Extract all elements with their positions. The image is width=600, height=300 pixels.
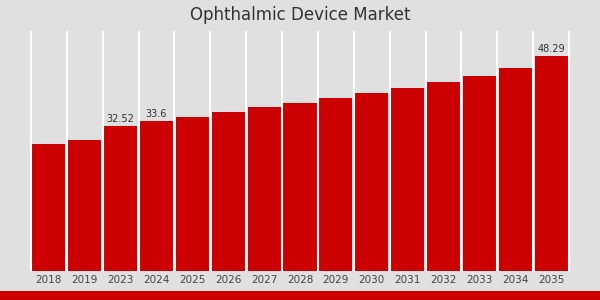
Bar: [427, 82, 460, 271]
Bar: [463, 76, 496, 271]
Bar: [176, 117, 209, 271]
Text: 48.29: 48.29: [538, 44, 565, 54]
Text: 32.52: 32.52: [107, 114, 134, 124]
Bar: [212, 112, 245, 271]
Bar: [319, 98, 352, 271]
Bar: [140, 121, 173, 271]
Bar: [535, 56, 568, 271]
Bar: [32, 144, 65, 271]
Bar: [391, 88, 424, 271]
Bar: [355, 93, 388, 271]
Bar: [283, 103, 317, 271]
Bar: [68, 140, 101, 271]
Bar: [499, 68, 532, 271]
Text: 33.6: 33.6: [146, 109, 167, 119]
Title: Ophthalmic Device Market: Ophthalmic Device Market: [190, 6, 410, 24]
Bar: [248, 107, 281, 271]
Bar: [104, 126, 137, 271]
